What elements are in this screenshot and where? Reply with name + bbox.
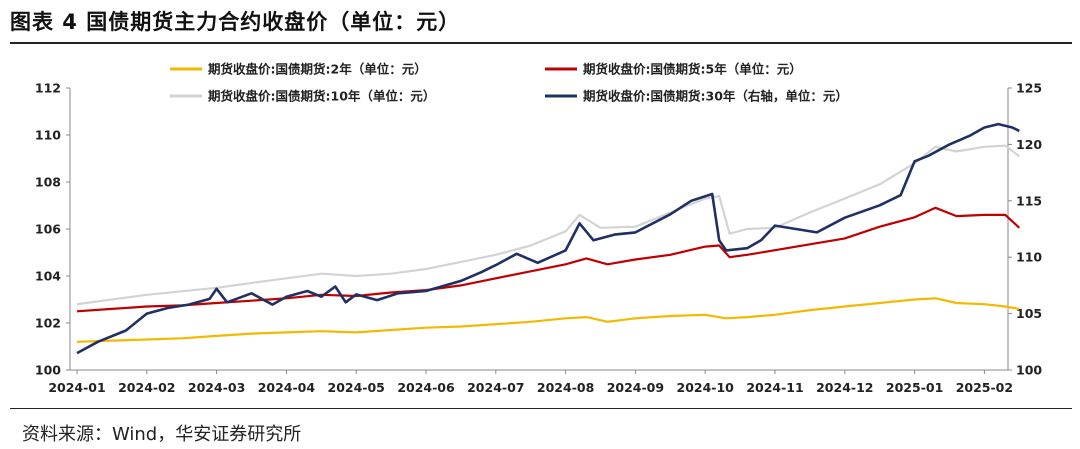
x-tick-label: 2024-10	[677, 380, 735, 395]
series-line-3	[76, 122, 1020, 355]
x-tick-label: 2024-03	[188, 380, 245, 395]
legend-label: 期货收盘价:国债期货:30年（右轴，单位：元）	[583, 89, 848, 104]
left-tick-label: 112	[35, 81, 61, 96]
right-tick-label: 125	[1016, 81, 1042, 96]
x-tick-label: 2025-01	[886, 380, 943, 395]
source-rule	[10, 408, 1072, 409]
legend-label: 期货收盘价:国债期货:10年（单位：元）	[208, 89, 435, 104]
chart-title: 图表 4 国债期货主力合约收盘价（单位：元）	[10, 10, 461, 34]
x-tick-label: 2024-09	[607, 380, 664, 395]
left-tick-label: 110	[35, 128, 61, 143]
left-tick-label: 106	[35, 222, 61, 237]
x-tick-label: 2024-01	[48, 380, 105, 395]
series-line-0	[76, 297, 1020, 343]
x-tick-label: 2024-12	[816, 380, 873, 395]
left-tick-label: 108	[35, 175, 61, 190]
title-rule	[10, 42, 1072, 44]
x-tick-label: 2024-06	[397, 380, 455, 395]
x-tick-label: 2024-05	[328, 380, 385, 395]
x-tick-label: 2024-02	[118, 380, 175, 395]
x-tick-label: 2024-08	[537, 380, 594, 395]
right-tick-label: 120	[1016, 137, 1042, 152]
chart-canvas: 100 102 104 106 108 110 112 100 105 110 115 120 125 2…	[35, 62, 1042, 396]
legend-label: 期货收盘价:国债期货:2年（单位：元）	[208, 62, 427, 77]
right-tick-label: 100	[1016, 363, 1042, 378]
right-tick-label: 105	[1016, 306, 1042, 321]
left-tick-label: 102	[35, 316, 61, 331]
x-tick-label: 2024-04	[258, 380, 316, 395]
x-tick-label: 2024-11	[746, 380, 803, 395]
right-tick-label: 115	[1016, 193, 1042, 208]
source-note: 资料来源：Wind，华安证券研究所	[22, 424, 302, 445]
legend-label: 期货收盘价:国债期货:5年（单位：元）	[583, 62, 802, 77]
left-tick-label: 104	[35, 269, 61, 284]
series-line-2	[76, 144, 1020, 306]
right-tick-label: 110	[1016, 250, 1042, 265]
x-tick-label: 2025-02	[956, 380, 1013, 395]
x-tick-label: 2024-07	[467, 380, 524, 395]
left-tick-label: 100	[35, 363, 61, 378]
